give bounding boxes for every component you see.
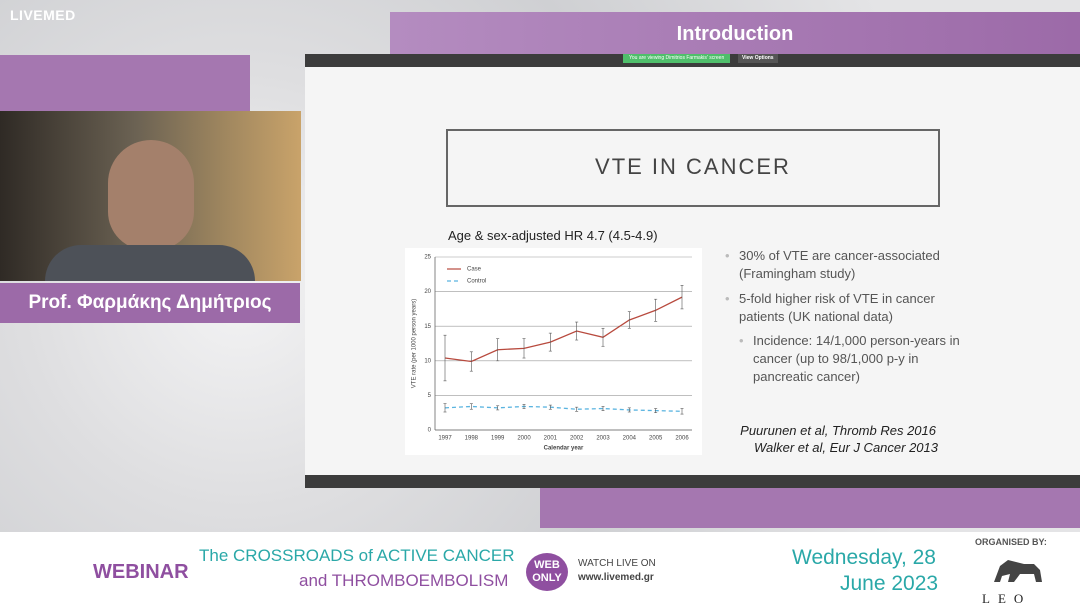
speaker-name: Prof. Φαρμάκης Δημήτριος [28, 292, 272, 313]
x-tick-label: 1998 [465, 436, 479, 442]
x-tick-label: 2004 [623, 436, 637, 442]
y-tick-label: 5 [428, 393, 432, 399]
x-tick-label: 2000 [517, 436, 531, 442]
name-bar [0, 283, 300, 323]
x-tick-label: 2001 [544, 436, 558, 442]
sub-bullet: Incidence: 14/1,000 person-years in canc… [739, 332, 968, 386]
viewer-bottom-bar [305, 475, 1080, 488]
chart: 0 5 10 15 20 25 1997 1998 1999 2000 2001 2002 2003 20… [405, 248, 702, 455]
organiser-logo [994, 560, 1042, 582]
title-bar [390, 12, 1080, 54]
reference: Puurunen et al, Thromb Res 2016 [740, 423, 936, 438]
speaker-head [108, 140, 194, 250]
series-line [444, 296, 683, 363]
x-tick-label: 2006 [675, 436, 689, 442]
slide-title: Introduction [676, 23, 794, 45]
legend-label: Control [467, 279, 486, 285]
y-tick-label: 25 [424, 255, 431, 261]
view-options[interactable]: View Options [738, 54, 778, 63]
theme-line: and THROMBOEMBOLISM [299, 571, 509, 590]
chart-title: Age & sex-adjusted HR 4.7 (4.5-4.9) [448, 228, 658, 243]
x-tick-label: 1997 [438, 436, 452, 442]
legend-label: Case [467, 267, 482, 273]
y-tick-label: 10 [424, 358, 431, 364]
x-axis-label: Calendar year [544, 446, 584, 452]
date: Wednesday, 28 [792, 546, 936, 569]
brand: LIVEMED [10, 7, 76, 23]
y-tick-label: 20 [424, 289, 431, 295]
y-axis-label: VTE rate (per 1000 person years) [412, 299, 418, 388]
y-tick-label: 15 [424, 324, 431, 330]
decor-stripe [0, 55, 250, 111]
x-tick-label: 1999 [491, 436, 505, 442]
theme-line: The CROSSROADS of ACTIVE CANCER [199, 546, 515, 565]
bullet: 5-fold higher risk of VTE in cancer pati… [725, 290, 959, 326]
x-tick-label: 2002 [570, 436, 584, 442]
bullet: 30% of VTE are cancer-associated (Framin… [725, 247, 979, 283]
webinar-label: WEBINAR [93, 561, 189, 583]
series-line [444, 405, 683, 412]
lion-icon [994, 560, 1042, 582]
y-tick-label: 0 [428, 428, 432, 434]
speaker-body [45, 245, 255, 281]
x-tick-label: 2003 [596, 436, 610, 442]
organised-by: ORGANISED BY: [975, 537, 1047, 547]
watch-label: WATCH LIVE ON [578, 558, 656, 569]
slide-heading: VTE IN CANCER [595, 154, 791, 179]
web-only-badge: WEB ONLY [526, 553, 568, 591]
slide-title-box [446, 129, 940, 207]
x-tick-label: 2005 [649, 436, 663, 442]
viewing-notice: You are viewing Dimitrios Farmakis' scre… [623, 54, 731, 63]
decor-stripe [540, 488, 1080, 528]
date: June 2023 [840, 572, 939, 595]
reference: Walker et al, Eur J Cancer 2013 [753, 440, 938, 455]
site-link[interactable]: www.livemed.gr [578, 572, 654, 583]
organiser: LEO [982, 591, 1032, 606]
